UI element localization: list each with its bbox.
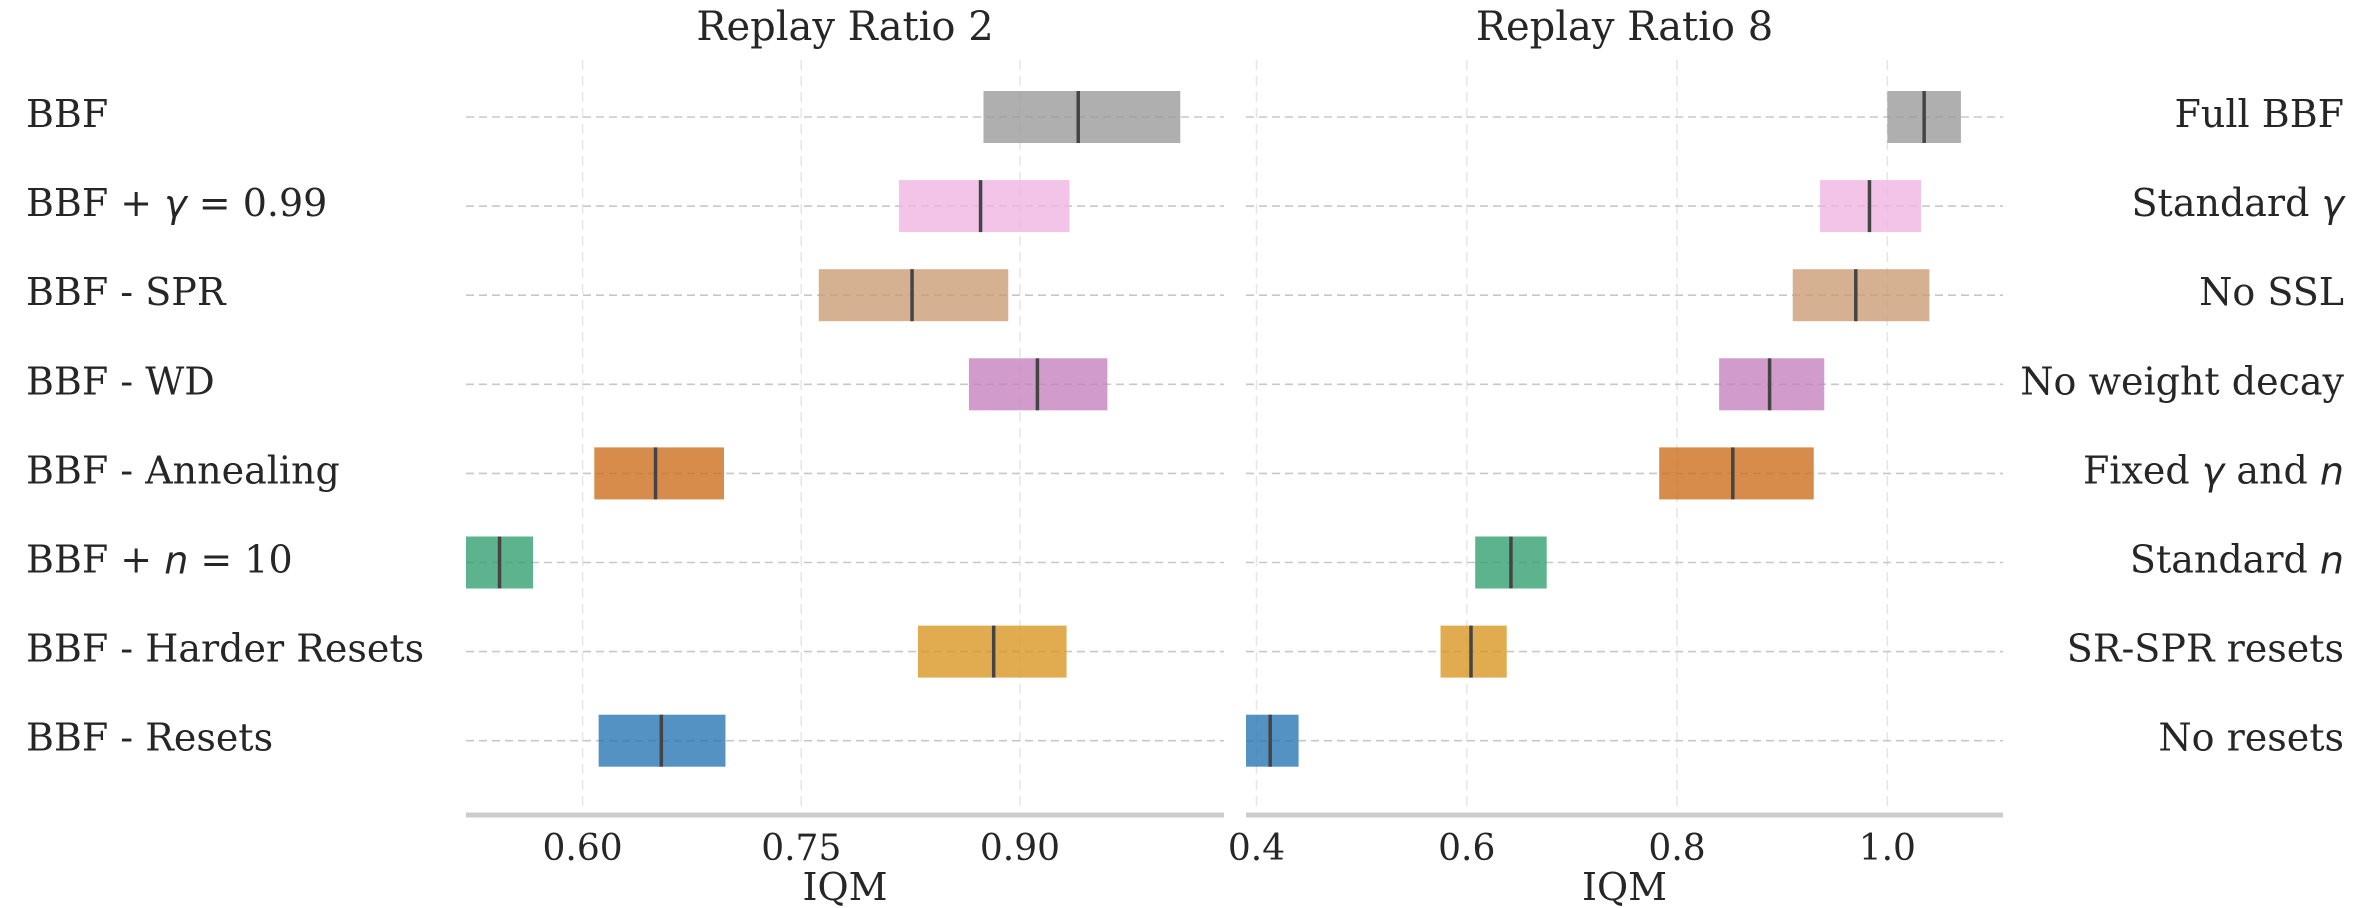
row-label-left: BBF + n = 10 [26,537,293,582]
labels-layer: Replay Ratio 2 IQM Replay Ratio 8 IQM BBF BBF… [26,4,2347,908]
interval-bar [1659,447,1814,500]
interval-bar [983,91,1181,143]
interval-bar [1440,625,1507,678]
row-label-left: BBF - Harder Resets [26,626,424,670]
grid-layer [466,60,2003,811]
row-label-left: BBF + γ = 0.99 [26,181,327,226]
x-tick-label: 0.90 [980,828,1060,869]
x-tick-label: 1.0 [1859,828,1916,869]
row-label-left: BBF - Annealing [26,448,340,492]
interval-bar [594,447,725,500]
x-tick-label: 0.4 [1228,828,1285,869]
row-label-left: BBF - WD [26,359,215,403]
axis-layer: 0.60 0.75 0.90 0.4 0.6 0.8 1.0 [466,812,2003,869]
row-label-right: Standard γ [2132,181,2347,226]
row-label-left: BBF - SPR [26,270,227,314]
panel-title: Replay Ratio 2 [696,4,993,50]
interval-bar [1246,714,1299,767]
x-tick-label: 0.75 [761,828,841,869]
row-label-right: No SSL [2199,270,2344,314]
x-tick-label: 0.60 [543,828,623,869]
row-label-right: No resets [2158,715,2344,759]
row-label-right: SR-SPR resets [2067,626,2344,670]
row-label-left: BBF [26,92,108,136]
x-tick-label: 0.8 [1648,828,1705,869]
interval-bar [1719,358,1825,411]
row-label-right: Full BBF [2175,92,2344,136]
x-axis-label: IQM [802,865,887,908]
row-label-right: Fixed γ and n [2083,448,2344,493]
panel-title: Replay Ratio 8 [1476,4,1773,50]
x-tick-label: 0.6 [1438,828,1495,869]
row-label-right: Standard n [2130,537,2344,582]
interval-bar [898,180,1070,233]
interval-bar [1792,269,1930,322]
bars-layer [466,91,1961,767]
row-label-right: No weight decay [2020,359,2344,403]
row-label-left: BBF - Resets [26,715,273,759]
x-axis-label: IQM [1582,865,1667,908]
